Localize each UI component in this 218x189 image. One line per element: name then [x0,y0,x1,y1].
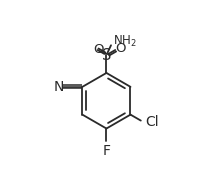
Text: N: N [53,80,64,94]
Text: NH$_2$: NH$_2$ [113,34,137,50]
Text: O: O [115,42,125,55]
Text: F: F [102,144,111,158]
Text: O: O [93,43,104,56]
Text: S: S [102,48,111,63]
Text: Cl: Cl [145,115,159,129]
